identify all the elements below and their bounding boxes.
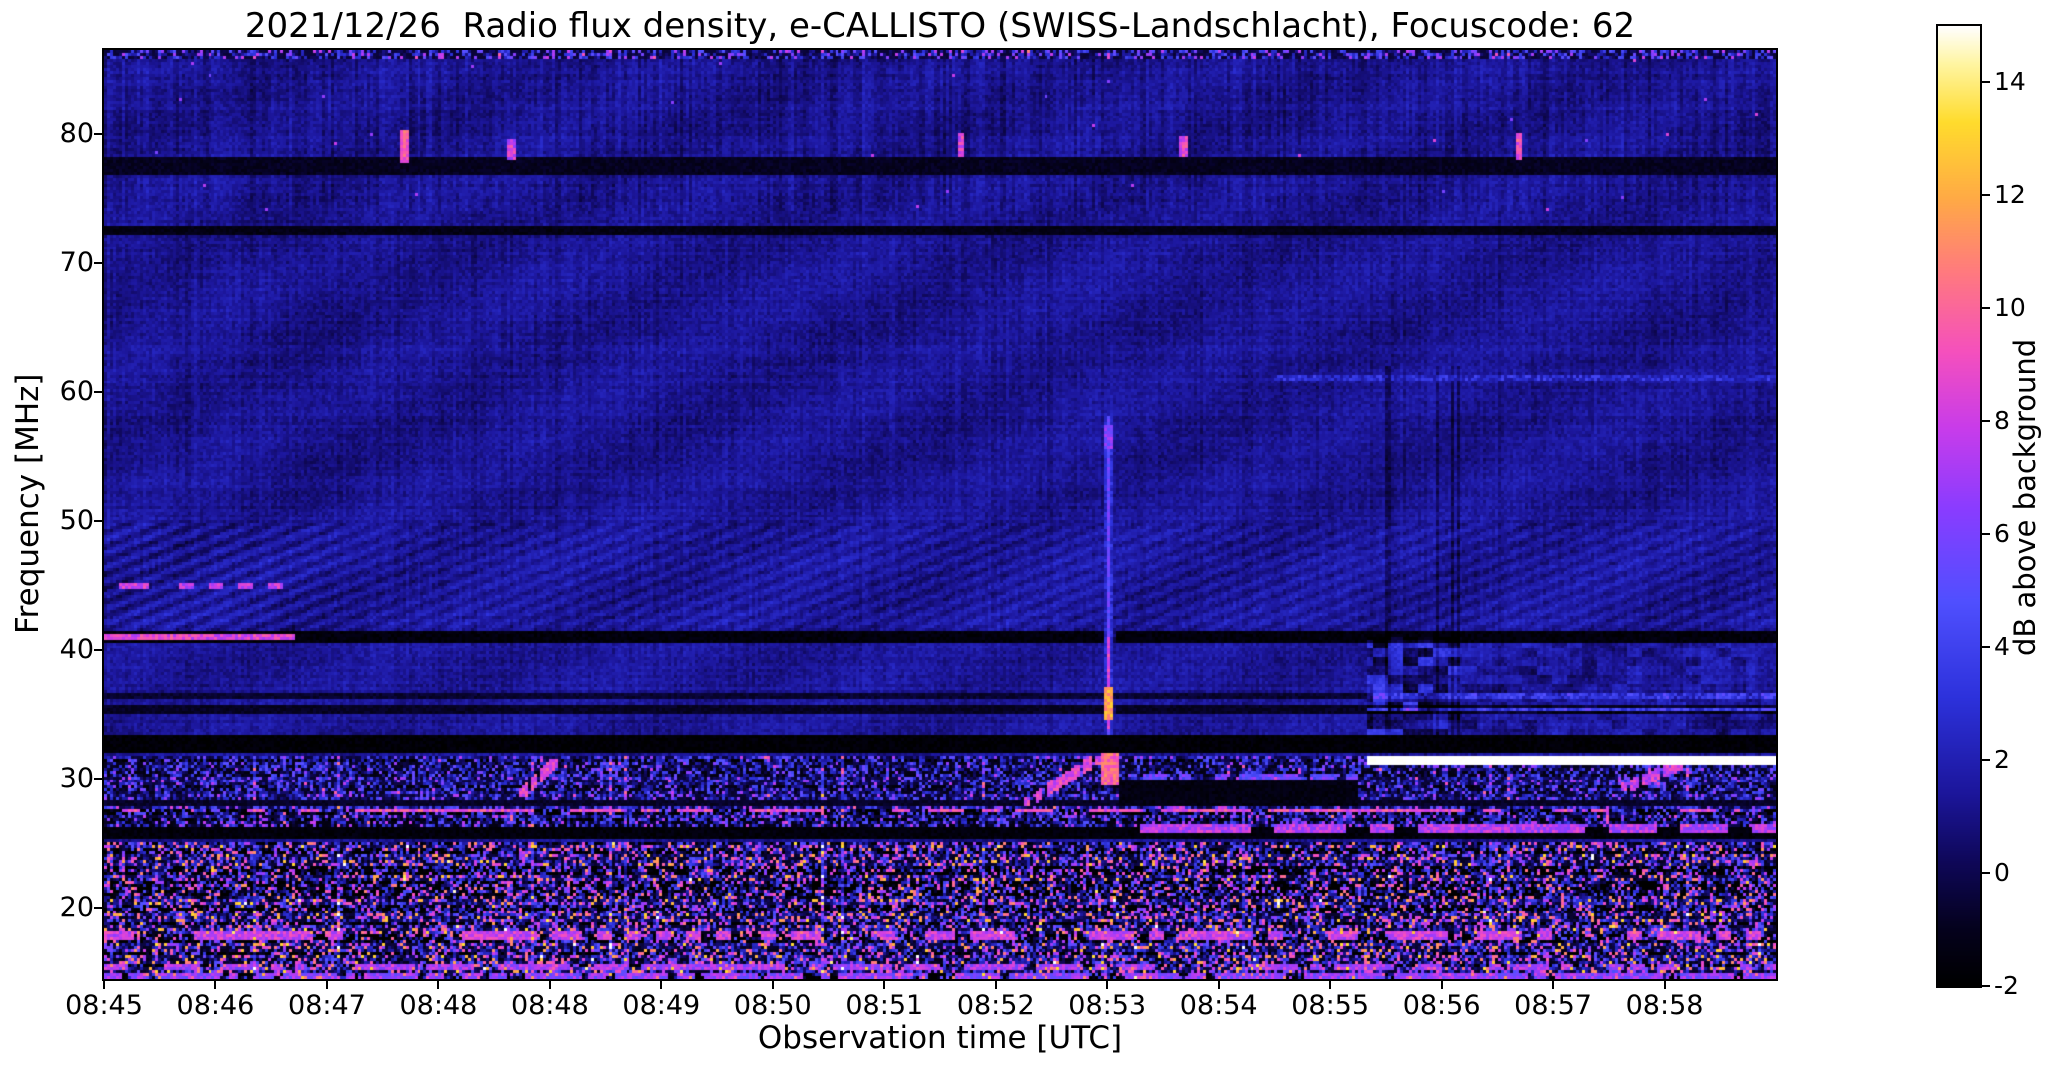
colorbar-tick-label: 10 — [1994, 293, 2026, 323]
x-tick-label: 08:57 — [1514, 990, 1592, 1021]
x-tick-label: 08:46 — [176, 990, 255, 1021]
colorbar-tick-mark — [1980, 81, 1990, 84]
colorbar-label: dB above background — [2008, 338, 2042, 656]
x-tick-mark — [660, 979, 663, 989]
colorbar-tick-label: -2 — [1994, 971, 2019, 1000]
colorbar-gradient — [1938, 26, 1980, 986]
y-tick-label: 30 — [59, 763, 94, 794]
x-tick-mark — [771, 979, 774, 989]
x-tick-label: 08:51 — [845, 990, 924, 1021]
colorbar-tick-mark — [1980, 985, 1990, 987]
chart-title: 2021/12/26 Radio flux density, e-CALLIST… — [244, 6, 1636, 46]
x-tick-label: 08:54 — [1179, 990, 1258, 1021]
x-tick-label: 08:47 — [288, 990, 366, 1021]
x-tick-mark — [1552, 979, 1555, 989]
colorbar-tick-label: 14 — [1994, 67, 2026, 97]
x-tick-label: 08:56 — [1402, 990, 1481, 1021]
x-tick-mark — [437, 979, 440, 989]
colorbar-tick-mark — [1980, 420, 1990, 423]
y-tick-mark — [94, 390, 104, 393]
x-tick-mark — [1663, 979, 1666, 989]
y-tick-mark — [94, 648, 104, 651]
colorbar-tick-mark — [1980, 646, 1990, 649]
x-axis-label: Observation time [UTC] — [757, 1020, 1123, 1056]
x-tick-mark — [214, 979, 217, 989]
y-tick-mark — [94, 261, 104, 264]
x-tick-mark — [1329, 979, 1332, 989]
colorbar-tick-mark — [1980, 307, 1990, 310]
x-tick-mark — [103, 979, 105, 989]
x-tick-label: 08:45 — [65, 990, 143, 1021]
x-tick-mark — [548, 979, 551, 989]
y-tick-mark — [94, 132, 104, 135]
colorbar-tick-label: 4 — [1994, 632, 2010, 662]
x-tick-label: 08:50 — [733, 990, 812, 1021]
x-tick-mark — [1217, 979, 1220, 989]
y-tick-mark — [94, 907, 104, 910]
x-tick-label: 08:58 — [1625, 990, 1704, 1021]
colorbar-tick-label: 2 — [1994, 745, 2010, 775]
colorbar-tick-label: 12 — [1994, 180, 2026, 210]
x-tick-mark — [1440, 979, 1443, 989]
colorbar-tick-mark — [1980, 194, 1990, 197]
x-tick-mark — [1106, 979, 1109, 989]
y-axis-label: Frequency [MHz] — [10, 373, 46, 634]
y-tick-label: 60 — [59, 375, 94, 407]
colorbar-tick-label: 0 — [1994, 858, 2010, 888]
y-tick-label: 50 — [59, 504, 94, 536]
y-tick-label: 70 — [59, 246, 94, 278]
x-tick-label: 08:55 — [1291, 990, 1370, 1021]
y-tick-mark — [94, 519, 104, 522]
colorbar-tick-mark — [1980, 872, 1990, 875]
x-tick-mark — [883, 979, 886, 989]
y-tick-mark — [94, 778, 104, 780]
spectrogram-heatmap — [104, 50, 1776, 979]
x-tick-label: 08:52 — [956, 990, 1035, 1021]
y-tick-label: 80 — [59, 117, 94, 149]
x-tick-mark — [994, 979, 997, 989]
x-tick-mark — [325, 979, 328, 989]
x-tick-label: 08:48 — [399, 990, 478, 1021]
x-tick-label: 08:49 — [622, 990, 701, 1021]
y-tick-label: 40 — [59, 633, 94, 665]
colorbar-tick-label: 8 — [1994, 406, 2010, 436]
x-tick-label: 08:48 — [510, 990, 589, 1021]
colorbar-tick-mark — [1980, 533, 1990, 536]
x-tick-label: 08:53 — [1068, 990, 1147, 1021]
colorbar-tick-label: 6 — [1994, 519, 2010, 549]
colorbar-tick-mark — [1980, 759, 1990, 762]
y-tick-label: 20 — [59, 892, 94, 924]
